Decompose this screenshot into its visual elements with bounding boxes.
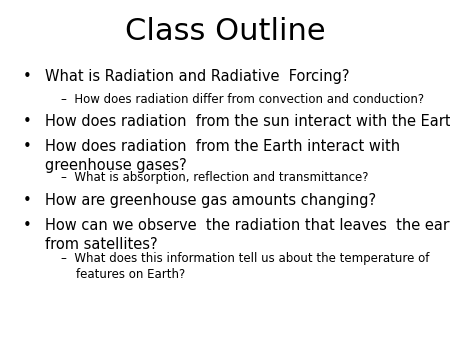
Text: How does radiation  from the sun interact with the Earth?: How does radiation from the sun interact…: [45, 114, 450, 129]
Text: –  What is absorption, reflection and transmittance?: – What is absorption, reflection and tra…: [61, 171, 368, 184]
Text: •: •: [22, 114, 32, 129]
Text: –  How does radiation differ from convection and conduction?: – How does radiation differ from convect…: [61, 93, 424, 106]
Text: How does radiation  from the Earth interact with
greenhouse gases?: How does radiation from the Earth intera…: [45, 139, 400, 173]
Text: •: •: [22, 69, 32, 84]
Text: How can we observe  the radiation that leaves  the earth
from satellites?: How can we observe the radiation that le…: [45, 218, 450, 251]
Text: Class Outline: Class Outline: [125, 17, 325, 46]
Text: •: •: [22, 218, 32, 233]
Text: What is Radiation and Radiative  Forcing?: What is Radiation and Radiative Forcing?: [45, 69, 350, 84]
Text: How are greenhouse gas amounts changing?: How are greenhouse gas amounts changing?: [45, 193, 376, 208]
Text: –  What does this information tell us about the temperature of
    features on E: – What does this information tell us abo…: [61, 252, 429, 281]
Text: •: •: [22, 193, 32, 208]
Text: •: •: [22, 139, 32, 154]
